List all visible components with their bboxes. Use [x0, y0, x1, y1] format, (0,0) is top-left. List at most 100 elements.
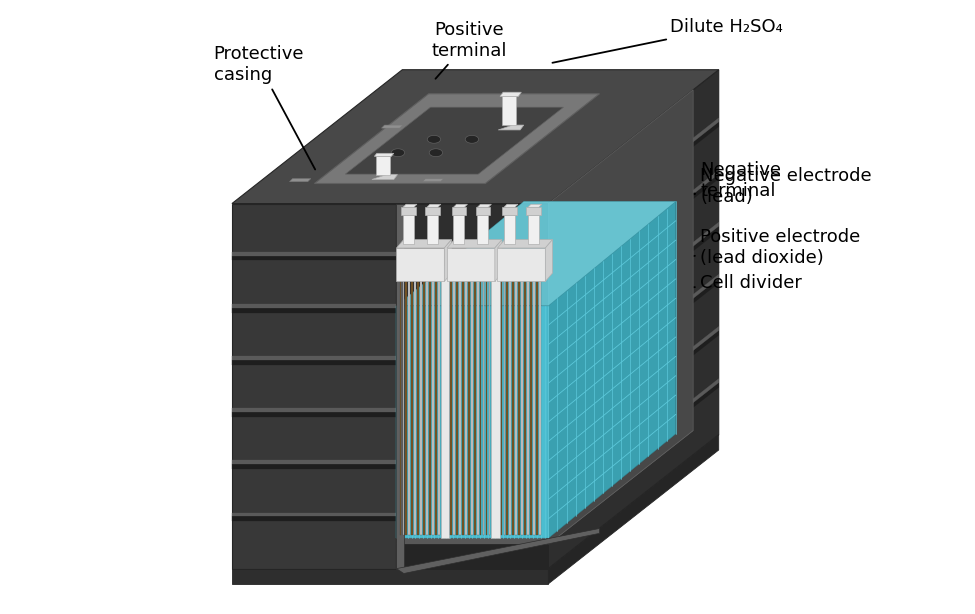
- Polygon shape: [506, 281, 508, 535]
- Polygon shape: [548, 174, 719, 313]
- Polygon shape: [451, 208, 466, 214]
- Polygon shape: [462, 281, 463, 535]
- Polygon shape: [500, 92, 522, 96]
- Polygon shape: [445, 239, 451, 281]
- Polygon shape: [488, 281, 490, 535]
- Polygon shape: [345, 107, 564, 174]
- Polygon shape: [397, 204, 548, 569]
- Polygon shape: [450, 281, 451, 535]
- Polygon shape: [548, 90, 693, 544]
- Polygon shape: [516, 281, 517, 535]
- Polygon shape: [548, 70, 719, 569]
- Polygon shape: [548, 330, 719, 469]
- Polygon shape: [504, 204, 518, 208]
- Polygon shape: [315, 94, 600, 184]
- Polygon shape: [417, 281, 419, 535]
- Polygon shape: [491, 271, 508, 275]
- Polygon shape: [232, 204, 397, 569]
- Polygon shape: [414, 281, 416, 535]
- Polygon shape: [548, 170, 719, 308]
- Polygon shape: [232, 408, 397, 412]
- Polygon shape: [439, 281, 440, 535]
- Polygon shape: [403, 281, 405, 535]
- Polygon shape: [397, 239, 451, 248]
- Polygon shape: [468, 281, 470, 535]
- Polygon shape: [491, 275, 500, 538]
- Polygon shape: [498, 125, 524, 130]
- Polygon shape: [525, 281, 527, 535]
- Polygon shape: [548, 383, 719, 521]
- Polygon shape: [406, 281, 408, 535]
- Polygon shape: [486, 281, 488, 535]
- Text: Negative
terminal: Negative terminal: [583, 161, 781, 227]
- Polygon shape: [232, 464, 397, 469]
- Polygon shape: [232, 308, 397, 313]
- Ellipse shape: [465, 135, 479, 143]
- Text: Positive electrode
(lead dioxide): Positive electrode (lead dioxide): [613, 228, 861, 266]
- Text: Positive
terminal: Positive terminal: [432, 21, 507, 79]
- Polygon shape: [232, 460, 397, 464]
- Polygon shape: [526, 208, 541, 214]
- Polygon shape: [500, 281, 502, 535]
- Polygon shape: [456, 281, 457, 535]
- Polygon shape: [548, 379, 719, 516]
- Polygon shape: [381, 125, 403, 128]
- Polygon shape: [403, 214, 414, 244]
- Polygon shape: [441, 275, 449, 538]
- Polygon shape: [548, 226, 719, 365]
- Polygon shape: [527, 281, 529, 535]
- Ellipse shape: [427, 135, 441, 143]
- Polygon shape: [548, 118, 719, 255]
- Polygon shape: [465, 281, 467, 535]
- Polygon shape: [503, 281, 505, 535]
- Polygon shape: [397, 529, 600, 573]
- Polygon shape: [502, 208, 517, 214]
- Polygon shape: [401, 208, 415, 214]
- Polygon shape: [426, 281, 428, 535]
- Polygon shape: [548, 222, 719, 360]
- Polygon shape: [375, 157, 390, 174]
- Polygon shape: [371, 174, 398, 179]
- Polygon shape: [435, 281, 437, 535]
- Text: Protective
casing: Protective casing: [214, 45, 315, 169]
- Polygon shape: [290, 179, 311, 182]
- Polygon shape: [548, 327, 719, 464]
- Polygon shape: [476, 208, 490, 214]
- Polygon shape: [423, 281, 425, 535]
- Polygon shape: [495, 239, 502, 281]
- Polygon shape: [522, 281, 523, 535]
- Polygon shape: [548, 278, 719, 417]
- Polygon shape: [480, 281, 482, 535]
- Polygon shape: [548, 435, 719, 584]
- Polygon shape: [429, 281, 431, 535]
- Polygon shape: [483, 281, 485, 535]
- Polygon shape: [232, 70, 719, 204]
- Polygon shape: [397, 204, 404, 569]
- Polygon shape: [411, 281, 413, 535]
- Ellipse shape: [429, 149, 443, 157]
- Polygon shape: [397, 430, 693, 544]
- Polygon shape: [232, 569, 548, 584]
- Polygon shape: [403, 204, 417, 208]
- Polygon shape: [232, 252, 397, 255]
- Text: Dilute H₂SO₄: Dilute H₂SO₄: [553, 18, 783, 63]
- Polygon shape: [232, 412, 397, 417]
- Polygon shape: [478, 214, 488, 244]
- Polygon shape: [519, 281, 520, 535]
- Polygon shape: [510, 281, 511, 535]
- Polygon shape: [427, 204, 441, 208]
- Polygon shape: [427, 214, 438, 244]
- Polygon shape: [497, 248, 545, 281]
- Polygon shape: [477, 281, 479, 535]
- Polygon shape: [453, 214, 464, 244]
- Polygon shape: [497, 239, 553, 248]
- Polygon shape: [513, 281, 514, 535]
- Ellipse shape: [391, 149, 405, 157]
- Polygon shape: [232, 360, 397, 365]
- Polygon shape: [474, 281, 476, 535]
- Polygon shape: [409, 281, 410, 535]
- Polygon shape: [527, 214, 539, 244]
- Polygon shape: [232, 356, 397, 360]
- Polygon shape: [471, 281, 473, 535]
- Polygon shape: [527, 204, 542, 208]
